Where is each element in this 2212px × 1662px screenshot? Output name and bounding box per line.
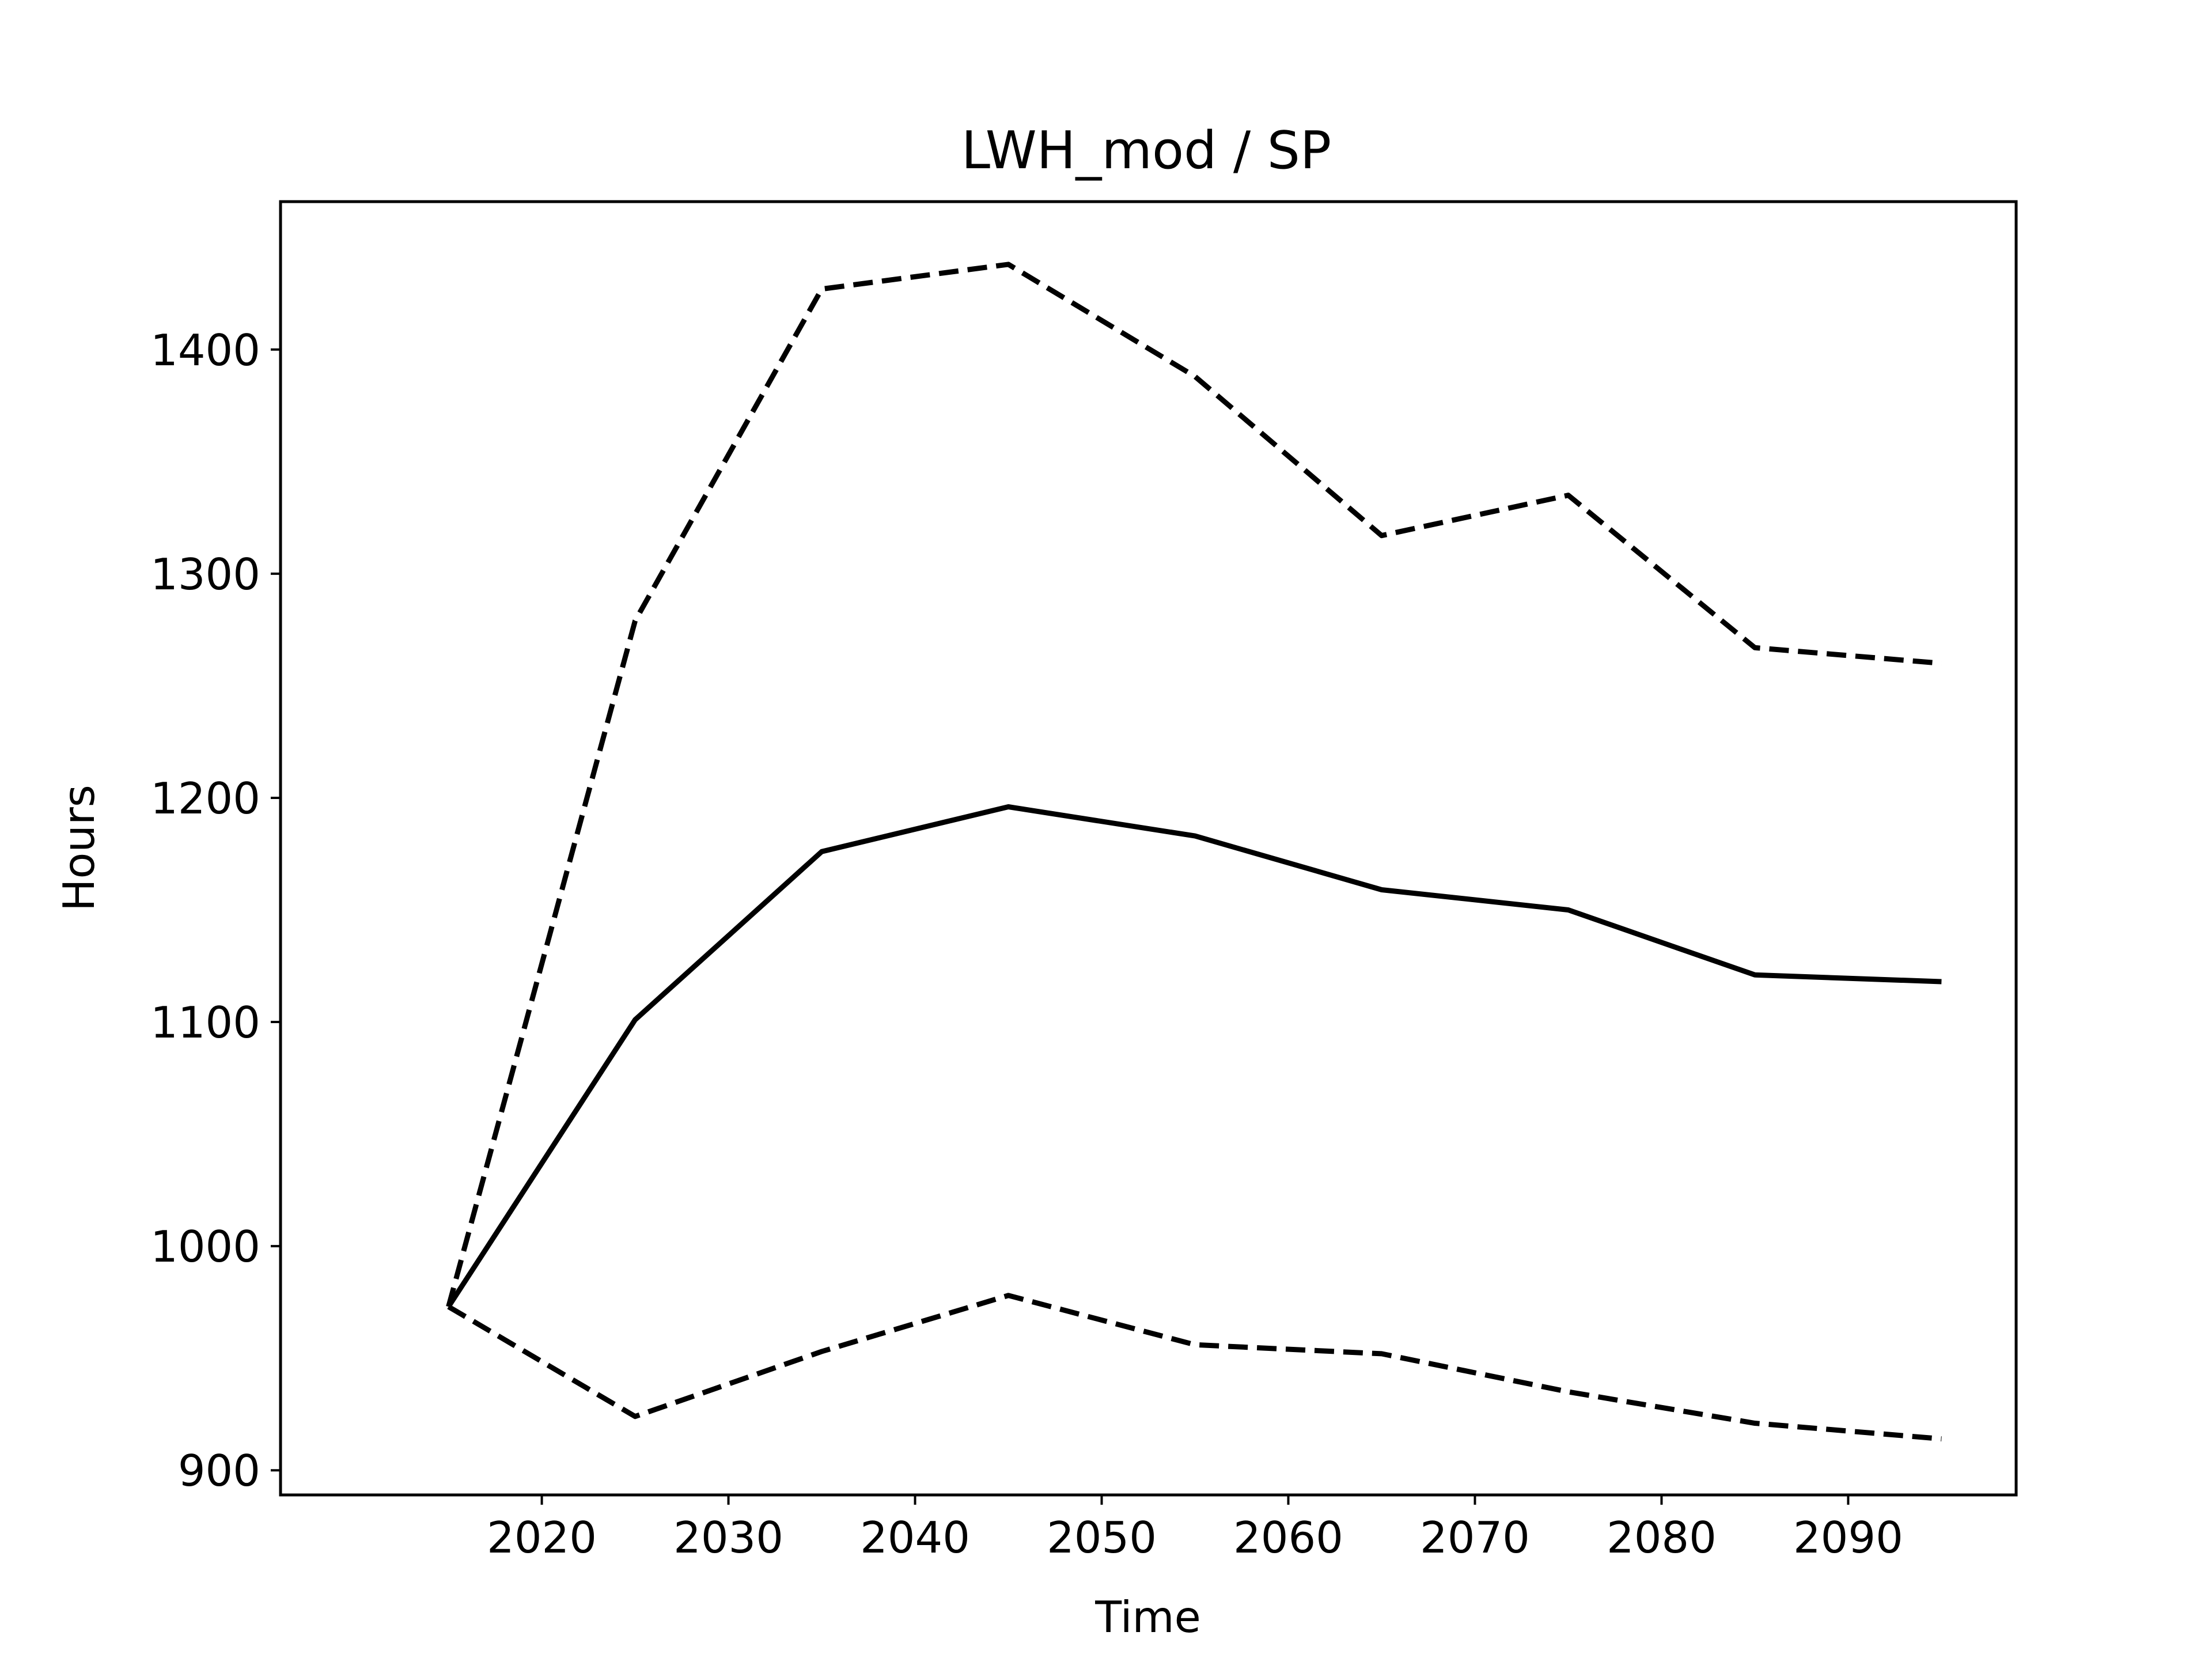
x-tick-label: 2090 <box>1793 1512 1903 1563</box>
series-line-dashed-2 <box>447 1293 1942 1442</box>
x-tick-label: 2020 <box>487 1512 597 1563</box>
plot-frame <box>279 200 2018 1497</box>
y-tick-label: 1000 <box>150 1221 260 1272</box>
chart-title: LWH_mod / SP <box>961 120 1331 181</box>
x-tick-label: 2080 <box>1607 1512 1717 1563</box>
x-tick-label: 2040 <box>860 1512 970 1563</box>
y-tick-label: 1400 <box>150 325 260 376</box>
x-tick-label: 2060 <box>1233 1512 1343 1563</box>
x-axis: 2020 2030 2040 2050 2060 2070 2080 2090 <box>487 1495 1903 1563</box>
x-tick-label: 2070 <box>1420 1512 1530 1563</box>
y-axis: 900 1000 1100 1200 1300 1400 <box>150 325 281 1496</box>
y-axis-label: Hours <box>54 785 104 911</box>
plot-area <box>446 262 1942 1442</box>
y-tick-label: 1100 <box>150 997 260 1048</box>
x-tick-label: 2050 <box>1047 1512 1157 1563</box>
x-tick-label: 2030 <box>673 1512 783 1563</box>
y-tick-label: 1300 <box>150 549 260 600</box>
y-tick-label: 1200 <box>150 773 260 824</box>
y-tick-label: 900 <box>178 1445 260 1496</box>
x-axis-label: Time <box>1094 1592 1201 1642</box>
series-line-solid <box>446 804 1942 1308</box>
series-line-dashed-1 <box>446 262 1942 1308</box>
